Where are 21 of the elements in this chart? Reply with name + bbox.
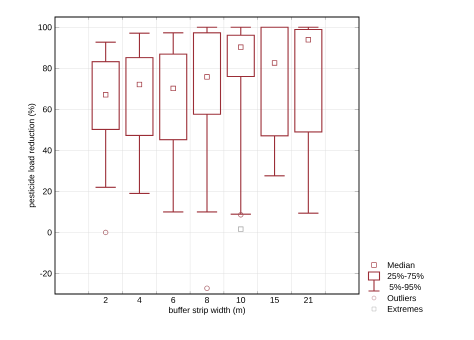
text: 5%-95% [390,284,421,290]
x-axis-title: buffer strip width (m) [169,306,245,315]
x-tick-label: 6 [171,297,176,304]
legend-label: Extremes [388,306,423,312]
x-tick-label: 15 [270,297,279,303]
legend-label: Outliers [388,294,416,302]
x-tick-label: 2 [104,297,108,303]
y-tick-label: 80 [42,65,52,72]
x-tick-label: 10 [236,297,246,304]
y-tick-label: -20 [40,270,52,276]
y-tick-label: 60 [43,106,52,112]
y-tick-label: 100 [38,24,52,30]
y-axis-title: pesticide load reduction (%) [28,104,36,208]
text: 25%-75% [388,273,424,279]
x-tick-label: 8 [205,297,209,304]
y-tick-label: 20 [42,188,52,194]
x-tick-label: 4 [137,297,142,303]
text: Median [388,262,414,268]
x-tick-label: 21 [304,297,313,303]
y-tick-label: 0 [48,229,52,236]
y-tick-label: 40 [42,147,52,154]
